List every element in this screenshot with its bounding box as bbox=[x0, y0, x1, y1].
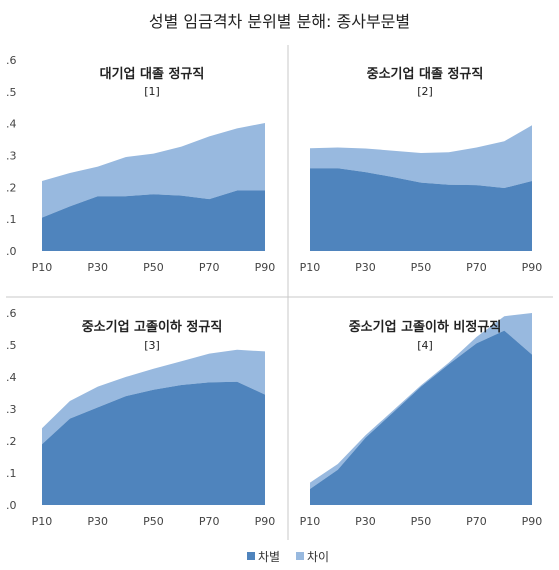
y-tick-label: .0 bbox=[6, 245, 17, 258]
x-tick-label: P90 bbox=[255, 515, 276, 528]
y-tick-label: .0 bbox=[6, 499, 17, 512]
area-series-차이 bbox=[42, 349, 265, 445]
panel-label: [1] bbox=[144, 85, 160, 98]
area-series-차이 bbox=[310, 313, 532, 489]
legend: 차별 차이 bbox=[247, 550, 329, 564]
legend-swatch-discrimination bbox=[247, 552, 255, 560]
x-tick-label: P70 bbox=[466, 515, 487, 528]
x-tick-label: P10 bbox=[300, 515, 321, 528]
panel-title: 중소기업 고졸이하 정규직 bbox=[82, 319, 223, 335]
panel-label: [3] bbox=[144, 339, 160, 352]
y-tick-label: .4 bbox=[6, 371, 17, 384]
y-tick-label: .3 bbox=[6, 403, 17, 416]
y-tick-label: .6 bbox=[6, 307, 17, 320]
panel-1: .0 .1 .2 .3 .4 .5 .6 P10 P30 P50 P70 P90 대기업 대졸 정규직 [… bbox=[6, 54, 275, 274]
y-tick-label: .5 bbox=[6, 339, 17, 352]
x-tick-label: P30 bbox=[87, 515, 108, 528]
panel-title: 중소기업 대졸 정규직 bbox=[367, 66, 484, 82]
y-tick-label: .1 bbox=[6, 467, 17, 480]
area-series-차별 bbox=[310, 330, 532, 505]
area-series-차이 bbox=[310, 125, 532, 188]
legend-label-discrimination: 차별 bbox=[258, 550, 280, 564]
area-series-차별 bbox=[42, 190, 265, 251]
x-tick-label: P90 bbox=[522, 261, 543, 274]
x-tick-label: P70 bbox=[199, 515, 220, 528]
area-series-차별 bbox=[42, 381, 265, 505]
y-tick-label: .2 bbox=[6, 435, 17, 448]
y-tick-label: .2 bbox=[6, 181, 17, 194]
legend-swatch-difference bbox=[296, 552, 304, 560]
chart-title: 성별 임금격차 분위별 분해: 종사부문별 bbox=[149, 12, 410, 31]
x-tick-label: P30 bbox=[355, 515, 376, 528]
y-tick-label: .6 bbox=[6, 54, 17, 67]
x-tick-label: P70 bbox=[199, 261, 220, 274]
x-tick-label: P50 bbox=[143, 261, 164, 274]
x-tick-label: P50 bbox=[411, 515, 432, 528]
panel-4: P10 P30 P50 P70 P90 중소기업 고졸이하 비정규직 [4] bbox=[300, 313, 543, 528]
x-tick-label: P30 bbox=[355, 261, 376, 274]
panel-title: 대기업 대졸 정규직 bbox=[100, 66, 205, 82]
panel-label: [2] bbox=[417, 85, 433, 98]
legend-label-difference: 차이 bbox=[307, 550, 329, 564]
panel-label: [4] bbox=[417, 339, 433, 352]
x-tick-label: P90 bbox=[255, 261, 276, 274]
x-tick-label: P10 bbox=[32, 515, 53, 528]
panel-title: 중소기업 고졸이하 비정규직 bbox=[349, 319, 502, 335]
x-tick-label: P90 bbox=[522, 515, 543, 528]
x-tick-label: P10 bbox=[32, 261, 53, 274]
x-tick-label: P50 bbox=[143, 515, 164, 528]
y-tick-label: .4 bbox=[6, 118, 17, 131]
y-tick-label: .3 bbox=[6, 150, 17, 163]
area-series-차별 bbox=[310, 168, 532, 251]
area-series-차이 bbox=[42, 123, 265, 218]
x-tick-label: P70 bbox=[466, 261, 487, 274]
x-tick-label: P10 bbox=[300, 261, 321, 274]
x-tick-label: P50 bbox=[411, 261, 432, 274]
x-tick-label: P30 bbox=[87, 261, 108, 274]
panel-3: .0 .1 .2 .3 .4 .5 .6 P10 P30 P50 P70 P90 중소기업 고졸이하 정… bbox=[6, 307, 275, 528]
y-tick-label: .5 bbox=[6, 86, 17, 99]
panel-2: P10 P30 P50 P70 P90 중소기업 대졸 정규직 [2] bbox=[300, 66, 543, 274]
y-tick-label: .1 bbox=[6, 213, 17, 226]
